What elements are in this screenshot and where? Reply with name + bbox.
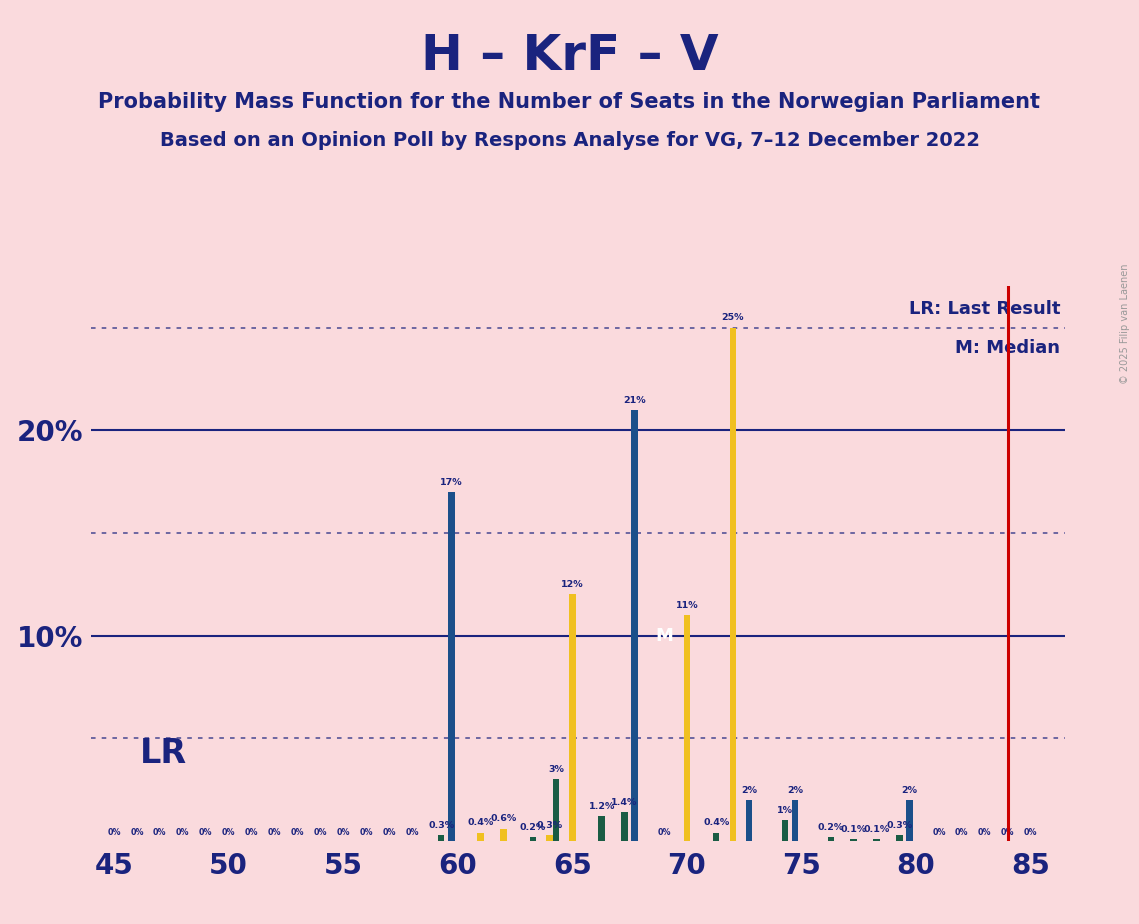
Text: 0%: 0% <box>268 828 281 837</box>
Text: M: Median: M: Median <box>956 339 1060 357</box>
Text: 0.3%: 0.3% <box>536 821 563 830</box>
Text: 3%: 3% <box>548 765 564 774</box>
Text: 11%: 11% <box>675 601 698 610</box>
Text: 0%: 0% <box>107 828 121 837</box>
Text: Probability Mass Function for the Number of Seats in the Norwegian Parliament: Probability Mass Function for the Number… <box>98 92 1041 113</box>
Text: 2%: 2% <box>787 785 803 795</box>
Bar <box>896 834 903 841</box>
Text: © 2025 Filip van Laenen: © 2025 Filip van Laenen <box>1121 263 1130 383</box>
Text: 0.4%: 0.4% <box>703 819 729 828</box>
Bar <box>500 829 507 841</box>
Bar <box>547 834 552 841</box>
Text: 0.3%: 0.3% <box>886 821 912 830</box>
Text: LR: Last Result: LR: Last Result <box>909 300 1060 318</box>
Text: 0.6%: 0.6% <box>491 814 517 823</box>
Text: 0.1%: 0.1% <box>841 824 867 833</box>
Text: 2%: 2% <box>902 785 918 795</box>
Text: 0%: 0% <box>336 828 350 837</box>
Text: 0.3%: 0.3% <box>428 821 454 830</box>
Bar <box>907 800 912 841</box>
Text: 1.2%: 1.2% <box>589 802 615 811</box>
Text: 0%: 0% <box>978 828 992 837</box>
Bar <box>477 833 484 841</box>
Text: H – KrF – V: H – KrF – V <box>420 32 719 80</box>
Text: 0%: 0% <box>130 828 144 837</box>
Bar <box>570 594 575 841</box>
Text: 0%: 0% <box>932 828 945 837</box>
Text: 0%: 0% <box>222 828 236 837</box>
Bar <box>598 816 605 841</box>
Text: 0%: 0% <box>359 828 372 837</box>
Bar <box>622 812 628 841</box>
Text: 0%: 0% <box>153 828 166 837</box>
Bar <box>874 839 879 841</box>
Text: 0%: 0% <box>1024 828 1038 837</box>
Text: 2%: 2% <box>741 785 757 795</box>
Text: 0%: 0% <box>956 828 968 837</box>
Bar <box>746 800 753 841</box>
Bar <box>448 492 454 841</box>
Text: 0%: 0% <box>199 828 213 837</box>
Bar <box>552 779 559 841</box>
Bar <box>792 800 798 841</box>
Text: 0.2%: 0.2% <box>519 822 546 832</box>
Bar <box>631 409 638 841</box>
Bar <box>530 837 536 841</box>
Text: 25%: 25% <box>721 313 744 322</box>
Text: 0.2%: 0.2% <box>818 822 844 832</box>
Text: 1.4%: 1.4% <box>612 798 638 807</box>
Text: 0%: 0% <box>290 828 304 837</box>
Text: 0%: 0% <box>657 828 671 837</box>
Bar <box>683 615 690 841</box>
Text: 12%: 12% <box>562 580 583 590</box>
Text: 0%: 0% <box>313 828 327 837</box>
Text: M: M <box>655 626 673 645</box>
Text: 21%: 21% <box>623 395 646 405</box>
Bar <box>439 834 444 841</box>
Text: 0%: 0% <box>177 828 189 837</box>
Text: 0.4%: 0.4% <box>467 819 494 828</box>
Text: 0.1%: 0.1% <box>863 824 890 833</box>
Text: 0%: 0% <box>245 828 259 837</box>
Text: LR: LR <box>140 737 187 771</box>
Bar <box>851 839 857 841</box>
Text: 17%: 17% <box>440 478 462 487</box>
Text: Based on an Opinion Poll by Respons Analyse for VG, 7–12 December 2022: Based on an Opinion Poll by Respons Anal… <box>159 131 980 151</box>
Text: 0%: 0% <box>1001 828 1015 837</box>
Bar <box>828 837 834 841</box>
Bar <box>781 821 788 841</box>
Bar <box>713 833 720 841</box>
Text: 1%: 1% <box>777 806 793 815</box>
Bar <box>729 327 736 841</box>
Text: 0%: 0% <box>383 828 395 837</box>
Text: 0%: 0% <box>405 828 419 837</box>
